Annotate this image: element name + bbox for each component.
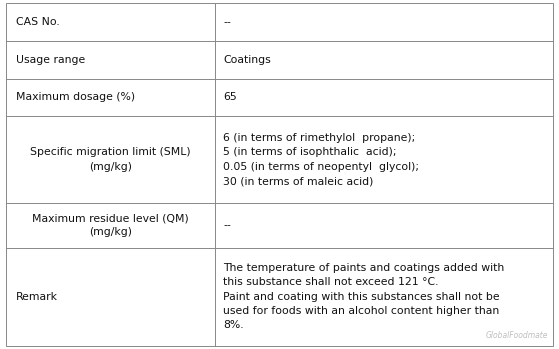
Text: Coatings: Coatings bbox=[223, 55, 271, 65]
Text: CAS No.: CAS No. bbox=[16, 17, 59, 27]
Text: Maximum residue level (QM)
(mg/kg): Maximum residue level (QM) (mg/kg) bbox=[32, 213, 189, 237]
Text: --: -- bbox=[223, 220, 231, 230]
Text: GlobalFoodmate: GlobalFoodmate bbox=[485, 331, 548, 340]
Text: The temperature of paints and coatings added with
this substance shall not excee: The temperature of paints and coatings a… bbox=[223, 263, 504, 331]
Text: Maximum dosage (%): Maximum dosage (%) bbox=[16, 92, 135, 103]
Text: Usage range: Usage range bbox=[16, 55, 85, 65]
Text: 65: 65 bbox=[223, 92, 237, 103]
Text: Specific migration limit (SML)
(mg/kg): Specific migration limit (SML) (mg/kg) bbox=[30, 147, 191, 172]
Text: --: -- bbox=[223, 17, 231, 27]
Text: 6 (in terms of rimethylol  propane);
5 (in terms of isophthalic  acid);
0.05 (in: 6 (in terms of rimethylol propane); 5 (i… bbox=[223, 133, 419, 186]
Text: Remark: Remark bbox=[16, 292, 58, 302]
